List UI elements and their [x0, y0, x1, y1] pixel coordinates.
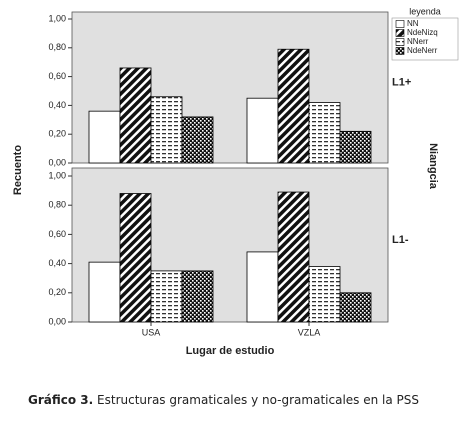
facet-label: Niangcia — [427, 143, 439, 190]
bar — [246, 251, 279, 323]
legend-swatch — [395, 29, 405, 37]
y-tick-label: 0,40 — [48, 258, 66, 268]
legend-label: NdeNizq — [407, 28, 438, 37]
bar — [88, 110, 121, 164]
chart: Recuento Lugar de estudio Niangcia leyen… — [12, 6, 459, 357]
caption-text: Estructuras gramaticales y no-gramatical… — [97, 393, 420, 407]
y-tick-label: 0,20 — [48, 287, 66, 297]
bar — [339, 130, 372, 164]
legend-label: NNerr — [407, 37, 429, 46]
legend-swatch — [395, 47, 405, 55]
bar — [181, 116, 214, 164]
legend-swatch — [395, 20, 405, 28]
legend-label: NN — [407, 19, 419, 28]
y-axis-label: Recuento — [12, 145, 24, 195]
panel-label: L1- — [392, 234, 409, 246]
bar — [150, 270, 183, 323]
y-tick-label: 0,80 — [48, 42, 66, 52]
bar — [308, 266, 341, 323]
panel-label: L1+ — [392, 76, 411, 88]
bar — [339, 292, 372, 323]
bar — [150, 96, 183, 164]
bar — [119, 193, 152, 323]
y-tick-label: 1,00 — [48, 170, 66, 180]
x-tick-label: USA — [142, 327, 161, 337]
x-axis-label: Lugar de estudio — [186, 345, 275, 357]
legend-label: NdeNerr — [407, 46, 438, 55]
y-tick-label: 0,60 — [48, 229, 66, 239]
caption-label: Gráfico 3. — [28, 393, 94, 407]
bar — [308, 102, 341, 164]
bar — [277, 48, 310, 164]
bar — [119, 67, 152, 164]
y-tick-label: 1,00 — [48, 13, 66, 23]
y-tick-label: 0,00 — [48, 316, 66, 326]
bar — [181, 270, 214, 323]
y-tick-label: 0,00 — [48, 157, 66, 167]
bar — [277, 191, 310, 323]
bar — [246, 97, 279, 164]
y-tick-label: 0,40 — [48, 100, 66, 110]
bar — [88, 261, 121, 323]
x-tick-label: VZLA — [298, 327, 321, 337]
y-tick-label: 0,60 — [48, 71, 66, 81]
y-tick-label: 0,20 — [48, 129, 66, 139]
legend-swatch — [395, 38, 405, 46]
y-tick-label: 0,80 — [48, 200, 66, 210]
caption: Gráfico 3. Estructuras gramaticales y no… — [28, 392, 428, 408]
legend-title: leyenda — [409, 6, 441, 16]
